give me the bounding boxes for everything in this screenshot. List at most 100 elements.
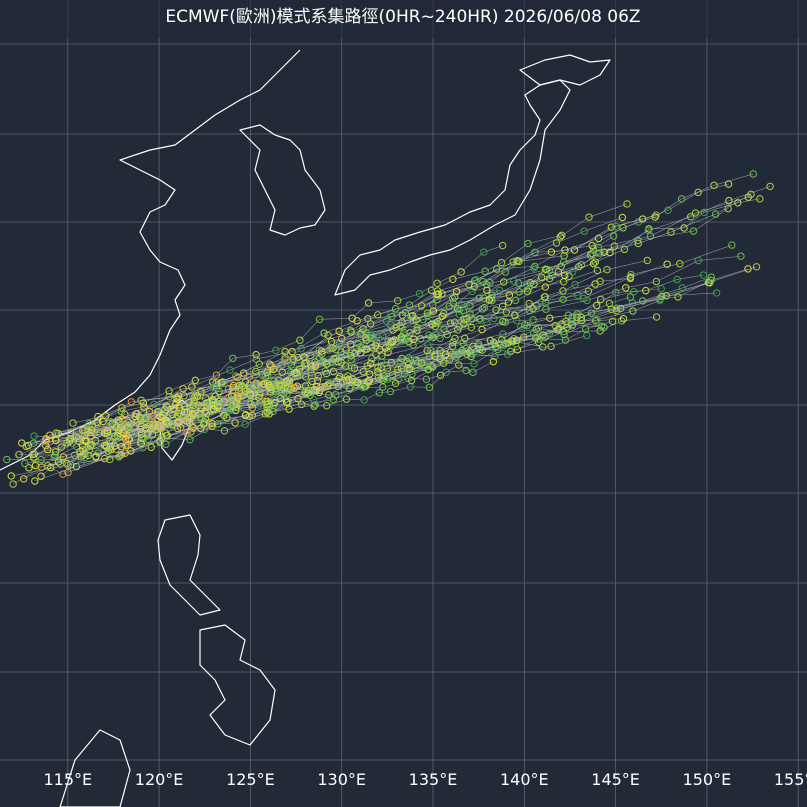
track-point [442, 368, 450, 376]
track-point [496, 286, 504, 295]
track-point [501, 268, 510, 276]
track-point [585, 213, 593, 221]
track-line [24, 245, 615, 464]
track-point [425, 383, 434, 392]
track-point [463, 315, 471, 323]
track-point [468, 287, 476, 296]
longitude-label: 145°E [591, 770, 640, 789]
track-point [516, 323, 525, 331]
longitude-labels: 110°E 115°E 120°E 125°E 130°E 135°E 140°E 145°E… [0, 770, 807, 789]
track-point [287, 361, 295, 369]
track-point [127, 398, 136, 406]
track-point [191, 376, 200, 385]
track-point [354, 340, 362, 348]
track-point [51, 451, 59, 459]
track-point [539, 331, 547, 339]
track-point [523, 280, 531, 288]
track-point [118, 404, 126, 412]
track-point [70, 433, 79, 441]
coastline-china [0, 49, 301, 471]
track-point [606, 248, 614, 257]
track-point [407, 376, 416, 385]
track-point [656, 296, 664, 305]
longitude-label: 110°E [0, 770, 1, 789]
track-point [124, 434, 133, 443]
track-point [489, 357, 498, 366]
track-point [225, 393, 233, 402]
track-point [392, 323, 400, 332]
track-point [85, 419, 93, 428]
track-point [382, 317, 391, 325]
track-point [375, 389, 383, 397]
track-point [374, 364, 382, 372]
track-line [33, 196, 749, 444]
track-point [197, 404, 206, 412]
track-point [597, 322, 606, 330]
track-point [678, 284, 687, 292]
track-point [163, 419, 171, 427]
track-point [523, 287, 532, 295]
track-point [187, 413, 195, 421]
track-point [559, 295, 567, 304]
track-point [314, 372, 322, 380]
track-point [138, 444, 147, 452]
track-point [64, 461, 72, 469]
track-point [237, 387, 245, 395]
title: ECMWF(歐洲)模式系集路徑(0HR~240HR) 2026/06/08 06… [165, 7, 640, 27]
track-point [193, 392, 202, 400]
track-point [346, 384, 354, 393]
track-point [455, 305, 464, 314]
track-point [532, 325, 540, 334]
track-point [69, 419, 77, 427]
track-point [712, 289, 721, 297]
track-point [210, 383, 218, 392]
track-point [474, 340, 483, 348]
track-point [73, 442, 81, 451]
track-point [595, 249, 604, 257]
track-point [584, 287, 593, 295]
track-point [452, 287, 461, 296]
track-point [401, 308, 410, 317]
track-point [325, 391, 333, 399]
track-point [103, 426, 112, 435]
track-point [415, 289, 424, 298]
track-point [469, 368, 477, 377]
coastline-luzon [157, 514, 221, 616]
track-point [262, 397, 270, 406]
track-point [208, 422, 216, 430]
track-point [271, 364, 279, 373]
track-point [301, 382, 310, 390]
track-point [379, 383, 387, 391]
track-point [591, 258, 599, 266]
track-point [417, 302, 426, 310]
track-point [252, 351, 260, 359]
track-point [386, 387, 395, 396]
track-point [436, 346, 444, 355]
track-point [245, 381, 254, 389]
track-point [329, 395, 338, 404]
track-point [531, 262, 539, 271]
track-point [226, 366, 234, 374]
track-point [64, 468, 72, 477]
track-point [220, 427, 229, 435]
longitude-label: 120°E [135, 770, 184, 789]
track-point [80, 431, 89, 440]
track-point [322, 401, 331, 410]
track-point [747, 190, 755, 199]
track-point [297, 400, 306, 409]
track-point [252, 355, 260, 363]
track-point [694, 188, 702, 197]
track-point [152, 426, 160, 434]
track-point [643, 256, 651, 265]
track-point [588, 249, 596, 258]
track-point [21, 459, 29, 468]
track-point [434, 290, 443, 298]
track-point [307, 368, 315, 377]
track-point [3, 455, 11, 464]
track-point [242, 410, 250, 419]
track-point [37, 472, 45, 480]
track-point [277, 381, 285, 390]
track-point [406, 365, 414, 373]
